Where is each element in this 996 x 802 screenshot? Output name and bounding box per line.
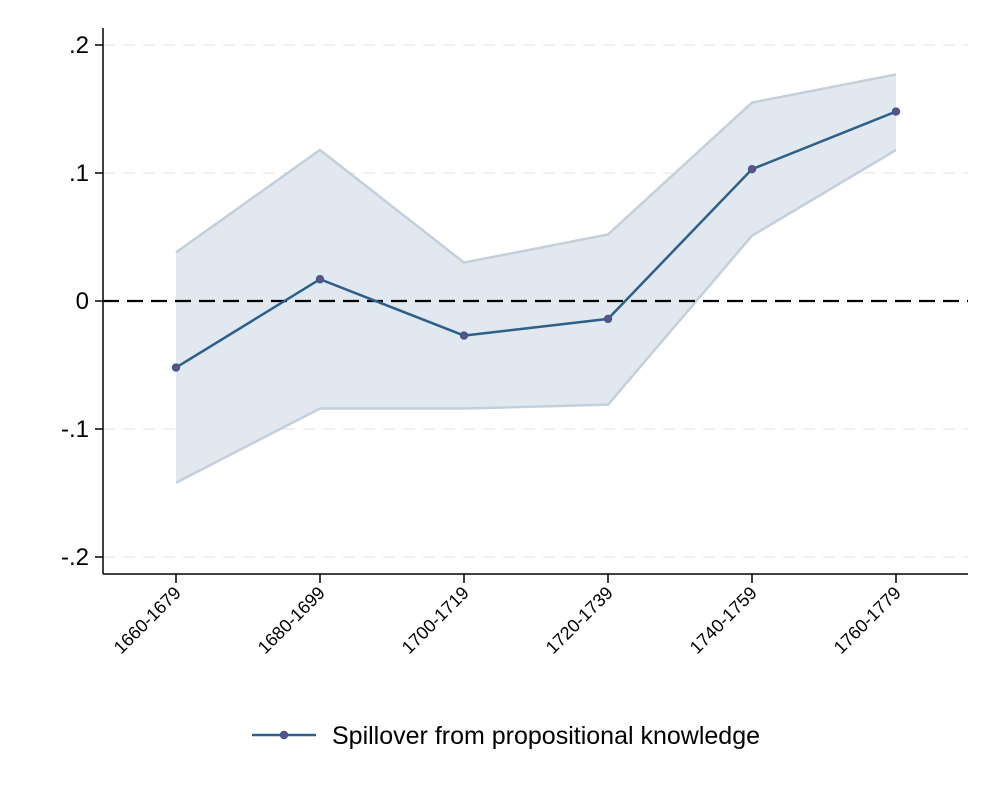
confidence-band xyxy=(175,73,897,484)
x-tick-label-5: 1760-1779 xyxy=(830,583,905,658)
data-point-0 xyxy=(171,363,181,372)
y-tick-label-3: .1 xyxy=(69,160,89,187)
x-tick-label-4: 1740-1759 xyxy=(686,583,761,658)
x-tick-label-0: 1660-1679 xyxy=(110,583,185,658)
y-tick-label-1: -.1 xyxy=(61,416,89,443)
ci-upper-line xyxy=(175,73,897,264)
x-axis-ticks: 1660-1679 1680-1699 1700-1719 1720-1739 1740… xyxy=(110,574,905,658)
y-tick-label-4: .2 xyxy=(69,32,89,59)
data-point-1 xyxy=(315,275,325,284)
x-tick-label-3: 1720-1739 xyxy=(542,583,617,658)
legend-label: Spillover from propositional knowledge xyxy=(332,722,760,750)
x-tick-label-1: 1680-1699 xyxy=(254,583,329,658)
legend-swatch-marker xyxy=(279,730,289,740)
data-point-2 xyxy=(459,331,469,340)
y-tick-label-2: 0 xyxy=(76,288,89,315)
ci-lower-line xyxy=(175,148,897,484)
legend: Spillover from propositional knowledge xyxy=(252,722,760,750)
data-point-3 xyxy=(603,314,613,324)
series-group xyxy=(171,107,901,372)
y-axis-ticks: -.2 -.1 0 .1 .2 xyxy=(61,32,103,571)
data-point-4 xyxy=(747,164,757,174)
y-tick-label-0: -.2 xyxy=(61,544,89,571)
ci-band-area xyxy=(176,74,896,483)
series-line xyxy=(175,110,897,369)
x-tick-label-2: 1700-1719 xyxy=(398,583,473,658)
data-point-5 xyxy=(891,107,901,116)
